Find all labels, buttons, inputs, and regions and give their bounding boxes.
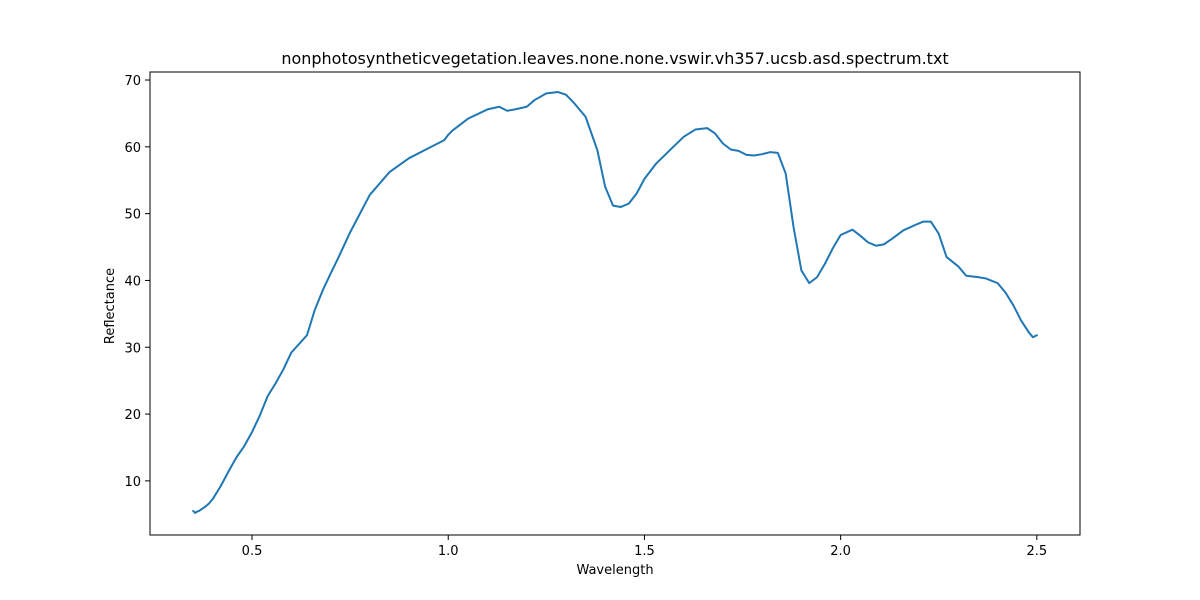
axes: 0.5 1.0 1.5 2.0 2.5 10 20 30 40 50 60 70 [124,71,1081,559]
x-axis-title: Wavelength [576,563,653,578]
series-line-1 [192,91,1038,514]
y-axis-title: Reflectance [103,268,118,344]
x-tick-label: 1.0 [438,544,459,559]
x-tick-label: 0.5 [242,544,263,559]
x-tick-label: 2.0 [830,544,851,559]
y-tick-label: 60 [124,141,141,156]
x-tick-label: 1.5 [634,544,655,559]
x-tick-label: 2.5 [1026,544,1047,559]
plot-area [192,91,1038,514]
y-tick-label: 70 [124,74,141,89]
plot-frame [149,71,1081,536]
y-tick-label: 40 [124,274,141,289]
y-tick-label: 50 [124,208,141,223]
chart-title: nonphotosyntheticvegetation.leaves.none.… [281,49,948,68]
y-tick-label: 10 [124,475,141,490]
y-tick-label: 20 [124,408,141,423]
y-tick-label: 30 [124,341,141,356]
